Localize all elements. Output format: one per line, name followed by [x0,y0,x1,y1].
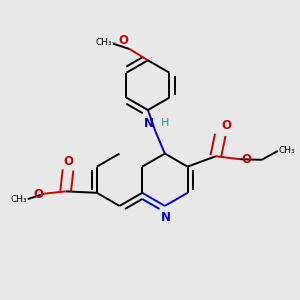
Text: O: O [33,188,43,201]
Text: O: O [242,153,251,166]
Text: H: H [161,118,169,128]
Text: O: O [221,119,231,133]
Text: methyl: methyl [112,42,117,43]
Text: CH₃: CH₃ [11,196,27,205]
Text: N: N [144,117,154,130]
Text: O: O [118,34,128,47]
Text: O: O [64,155,74,168]
Text: N: N [161,211,171,224]
Text: CH₃: CH₃ [96,38,112,47]
Text: CH₃: CH₃ [279,146,296,155]
